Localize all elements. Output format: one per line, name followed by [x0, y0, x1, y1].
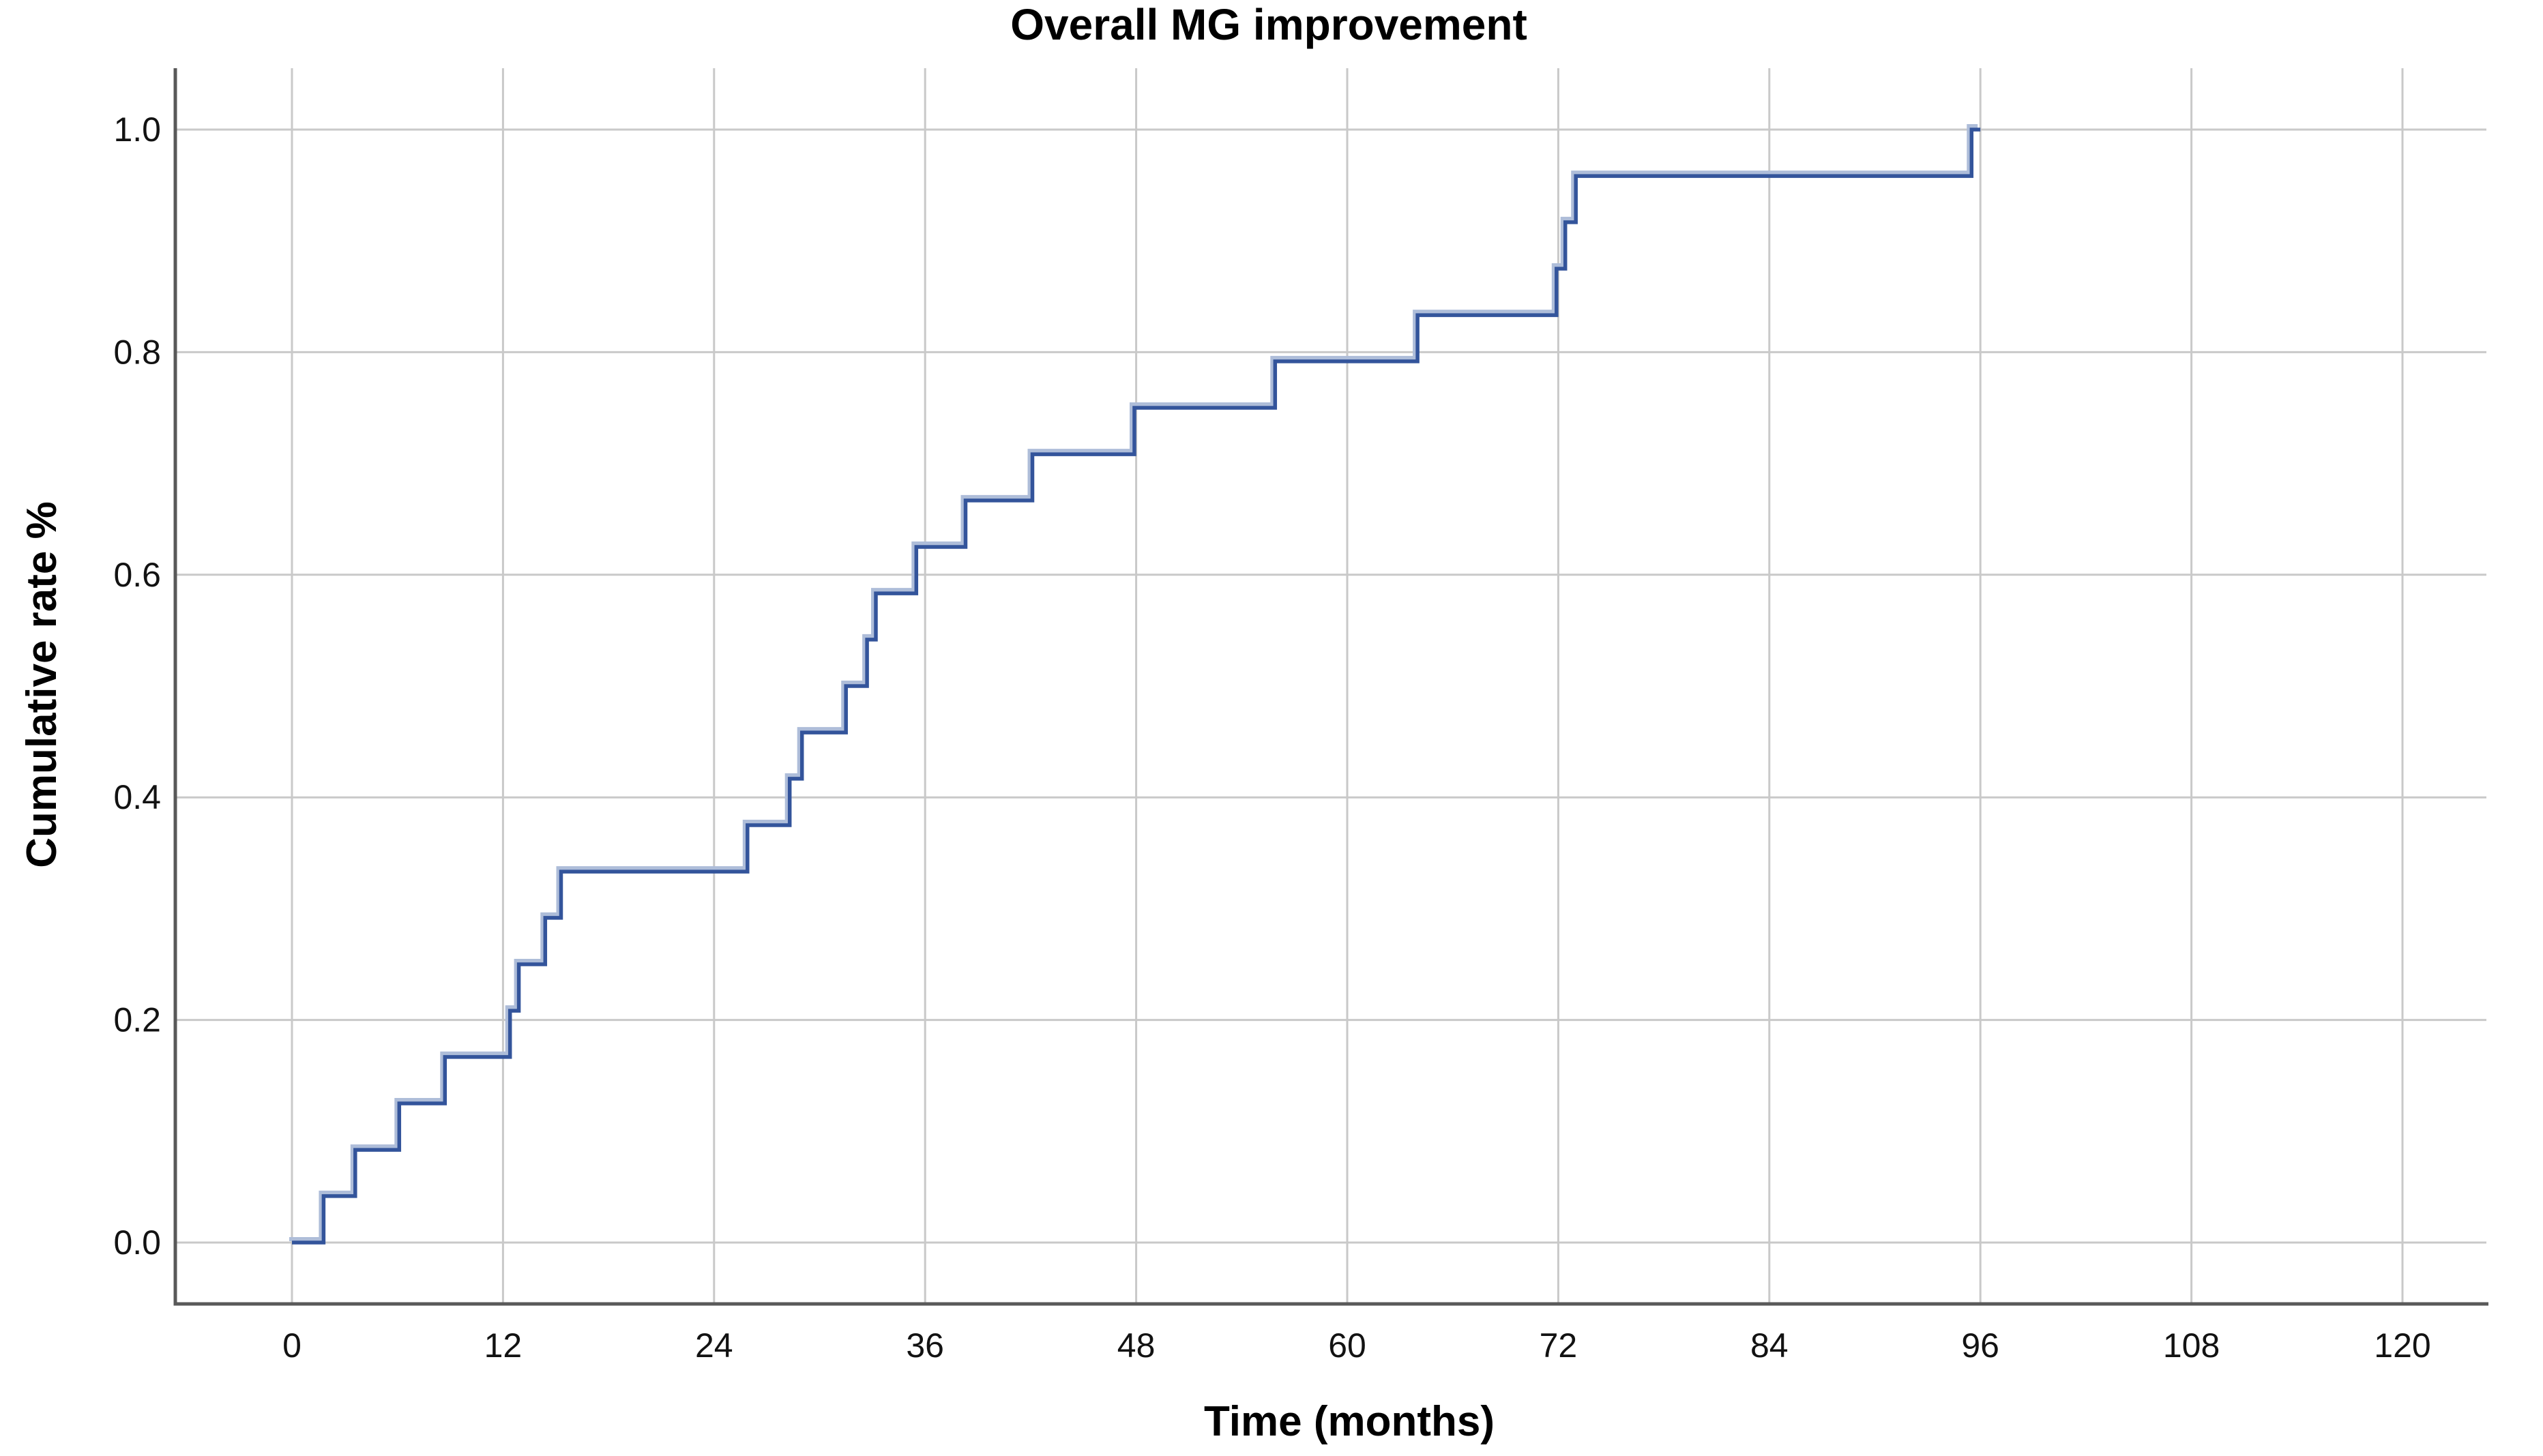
y-tick-label-0.8: 0.8	[113, 333, 161, 371]
y-tick-label-0.4: 0.4	[113, 778, 161, 816]
x-tick-label-96: 96	[1961, 1326, 1999, 1365]
chart-title: Overall MG improvement	[1010, 0, 1527, 49]
x-tick-label-24: 24	[695, 1326, 733, 1365]
x-tick-label-48: 48	[1117, 1326, 1156, 1365]
y-tick-label-0.6: 0.6	[113, 556, 161, 594]
x-tick-label-60: 60	[1328, 1326, 1366, 1365]
x-axis-title: Time (months)	[1204, 1398, 1495, 1445]
y-tick-label-0.2: 0.2	[113, 1001, 161, 1039]
y-tick-label-0.0: 0.0	[113, 1223, 161, 1262]
x-tick-label-120: 120	[2374, 1326, 2430, 1365]
x-tick-label-0: 0	[282, 1326, 302, 1365]
x-tick-label-12: 12	[484, 1326, 523, 1365]
x-tick-label-72: 72	[1540, 1326, 1578, 1365]
x-tick-label-84: 84	[1750, 1326, 1789, 1365]
x-tick-label-36: 36	[906, 1326, 944, 1365]
cumulative-rate-curve-halo	[289, 124, 1978, 1241]
y-tick-label-1.0: 1.0	[113, 110, 161, 149]
cumulative-rate-curve	[292, 128, 1981, 1245]
x-tick-label-108: 108	[2163, 1326, 2220, 1365]
axes	[173, 68, 2488, 1306]
gridlines	[175, 68, 2486, 1304]
step-curve-layer	[289, 124, 1981, 1245]
tick-labels: 0 12 24 36 48 60 72 84 96 108 120 0.0 0.2 0.4 0.6 0.8 1.…	[113, 110, 2430, 1365]
y-axis-title: Cumulative rate %	[18, 501, 65, 868]
